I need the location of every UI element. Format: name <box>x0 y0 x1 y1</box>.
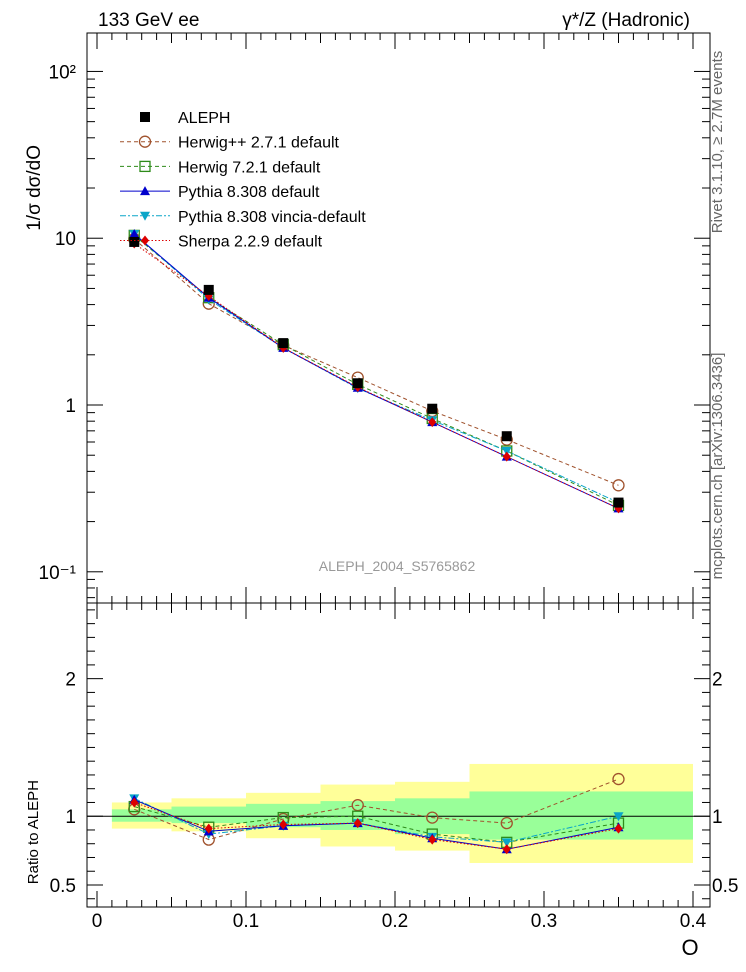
legend-label-pythia: Pythia 8.308 default <box>178 184 320 201</box>
main-y-tick-label: 1 <box>65 396 76 417</box>
main-line-vincia <box>133 233 619 504</box>
legend-marker-herwig7 <box>139 160 151 173</box>
main-series-sherpa <box>130 238 623 514</box>
ratio-axes: 0.5 0.5 1 1 2 2 0 0.1 0.2 0.3 0.4 <box>50 602 738 932</box>
ratio-point-herwigpp <box>612 772 625 786</box>
legend: ALEPH Herwig++ 2.7.1 default Herwig 7.2.1 … <box>120 110 366 251</box>
legend-item-aleph: ALEPH <box>140 110 230 127</box>
main-point-aleph <box>129 236 140 247</box>
legend-marker-aleph <box>140 112 150 122</box>
main-point-aleph <box>427 403 438 414</box>
main-point-vincia <box>501 446 512 456</box>
process-label: γ*/Z (Hadronic) <box>562 10 690 31</box>
ratio-band-inner <box>171 806 246 824</box>
main-point-aleph <box>501 431 512 442</box>
x-axis-title: O <box>681 935 698 960</box>
main-series-herwigpp <box>128 232 625 492</box>
legend-marker-vincia <box>140 211 150 221</box>
ratio-band-inner <box>246 803 321 828</box>
ratio-point-sherpa <box>204 823 213 834</box>
main-y-tick-label: 10² <box>49 62 76 83</box>
ratio-y-tick-label-left: 0.5 <box>50 876 76 897</box>
main-series-group <box>128 229 625 514</box>
legend-marker-sherpa <box>141 235 149 246</box>
ratio-point-sherpa <box>279 819 288 830</box>
energy-label: 133 GeV ee <box>98 10 199 31</box>
ratio-y-tick-label-right: 2 <box>712 670 723 691</box>
ratio-band-inner <box>469 791 544 840</box>
analysis-label: ALEPH_2004_S5765862 <box>319 558 476 574</box>
ratio-point-sherpa <box>130 797 139 808</box>
ratio-point-sherpa <box>428 834 437 845</box>
legend-label-aleph: ALEPH <box>178 110 230 127</box>
ratio-point-sherpa <box>353 818 362 829</box>
main-point-aleph <box>352 378 363 389</box>
legend-label-herwigpp: Herwig++ 2.7.1 default <box>178 135 340 152</box>
ratio-y-tick-label-left: 2 <box>65 670 76 691</box>
legend-item-herwig7: Herwig 7.2.1 default <box>120 159 321 176</box>
main-point-pythia <box>129 229 140 239</box>
rivet-version-label: Rivet 3.1.10, ≥ 2.7M events <box>709 51 726 234</box>
ratio-y-tick-label-left: 1 <box>65 807 76 828</box>
legend-label-vincia: Pythia 8.308 vincia-default <box>178 209 366 226</box>
legend-label-herwig7: Herwig 7.2.1 default <box>178 159 321 176</box>
main-point-aleph <box>613 497 624 508</box>
main-y-tick-label: 10⁻¹ <box>39 563 77 584</box>
main-y-tick-label: 10 <box>55 229 76 250</box>
main-point-aleph <box>278 338 289 349</box>
ratio-point-herwigpp <box>426 811 439 824</box>
legend-marker-pythia <box>140 186 150 196</box>
main-y-axis-title: 1/σ dσ/dO <box>24 145 45 231</box>
legend-item-pythia: Pythia 8.308 default <box>120 184 320 201</box>
main-series-herwig7 <box>128 229 625 512</box>
main-point-aleph <box>203 284 214 295</box>
main-point-sherpa <box>502 451 511 462</box>
legend-marker-herwigpp <box>138 135 152 148</box>
main-point-sherpa <box>428 417 437 428</box>
ratio-y-tick-label-right: 0.5 <box>712 876 738 897</box>
x-tick-label: 0.2 <box>382 911 408 932</box>
x-tick-label: 0.1 <box>233 911 259 932</box>
main-series-pythia <box>129 229 624 513</box>
legend-item-herwigpp: Herwig++ 2.7.1 default <box>120 135 340 152</box>
ratio-point-herwigpp <box>500 816 513 830</box>
main-series-aleph <box>129 236 624 508</box>
ratio-y-tick-label-right: 1 <box>712 807 723 828</box>
main-series-vincia <box>129 230 624 508</box>
ratio-y-axis-title: Ratio to ALEPH <box>25 780 42 884</box>
legend-item-vincia: Pythia 8.308 vincia-default <box>120 209 366 226</box>
ratio-point-sherpa <box>502 844 511 855</box>
main-line-herwigpp <box>133 238 619 486</box>
main-line-pythia <box>133 233 619 509</box>
main-line-herwig7 <box>133 235 619 506</box>
legend-item-sherpa: Sherpa 2.2.9 default <box>120 234 323 251</box>
x-tick-label: 0 <box>92 911 103 932</box>
ratio-line-herwigpp <box>134 778 619 841</box>
ratio-uncertainty-bands <box>87 763 710 863</box>
legend-label-sherpa: Sherpa 2.2.9 default <box>178 234 323 251</box>
mcplots-label: mcplots.cern.ch [arXiv:1306.3436] <box>709 353 726 580</box>
ratio-point-vincia <box>501 838 512 848</box>
ratio-frame <box>86 602 711 908</box>
ratio-series-sherpa <box>130 797 623 855</box>
ratio-series-group <box>128 772 625 855</box>
main-axes: 10⁻¹ 1 10 10² <box>39 32 711 604</box>
ratio-point-sherpa <box>614 823 623 834</box>
ratio-point-vincia <box>613 812 624 822</box>
x-tick-label: 0.3 <box>531 911 557 932</box>
x-tick-label: 0.4 <box>680 911 707 932</box>
main-point-herwigpp <box>612 479 625 492</box>
